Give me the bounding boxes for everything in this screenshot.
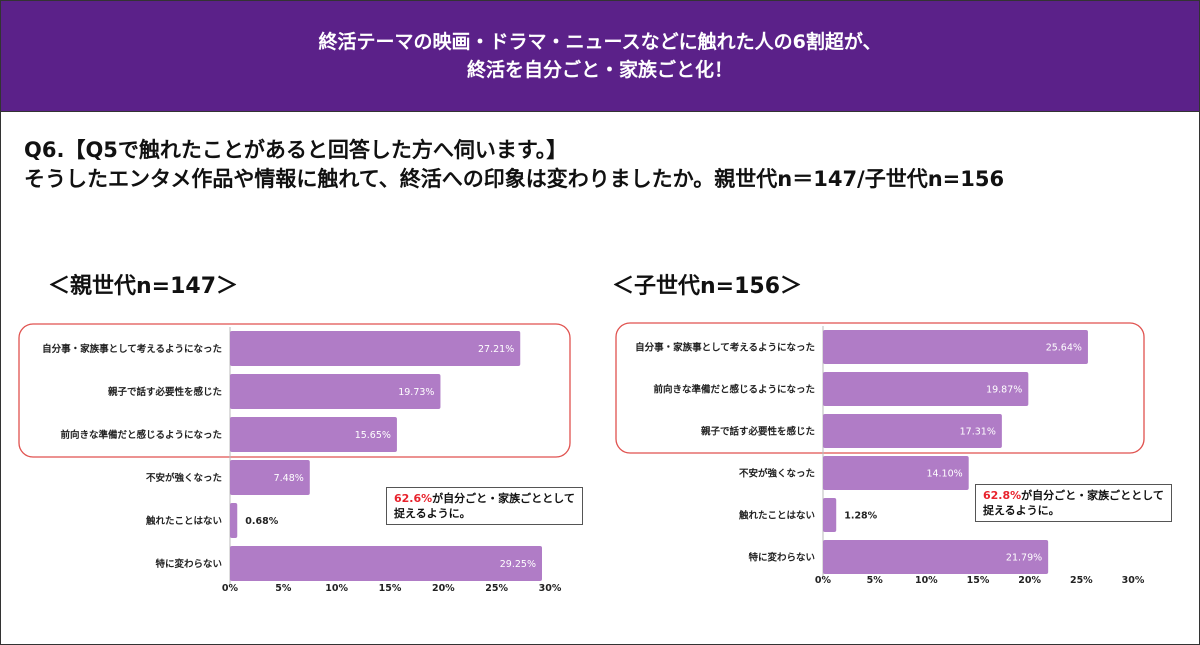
child-value-label: 17.31% xyxy=(960,427,996,438)
child-value-label: 1.28% xyxy=(844,511,877,522)
chart-title-child: ＜子世代n=156＞ xyxy=(612,274,803,299)
note-child-line2: 捉えるように。 xyxy=(983,504,1060,517)
parent-value-label: 29.25% xyxy=(500,559,536,570)
child-bar xyxy=(823,372,1029,406)
child-category-label: 触れたことはない xyxy=(738,510,815,522)
parent-highlight-box xyxy=(18,323,571,458)
note-child-highlight: 62.8% xyxy=(983,489,1022,502)
parent-x-tick-label: 30% xyxy=(539,583,562,594)
child-category-label: 前向きな準備だと感じるようになった xyxy=(653,384,815,396)
parent-category-label: 自分事・家族事として考えるようになった xyxy=(42,343,222,355)
note-parent: 62.6%が自分ごと・家族ごととして 捉えるように。 xyxy=(386,487,583,525)
child-bar xyxy=(823,540,1049,574)
header-banner: 終活テーマの映画・ドラマ・ニュースなどに触れた人の6割超が、 終活を自分ごと・家… xyxy=(1,1,1199,112)
child-x-tick-label: 10% xyxy=(915,575,938,586)
parent-category-label: 特に変わらない xyxy=(155,558,222,570)
note-parent-line1: が自分ごと・家族ごととして xyxy=(432,492,575,505)
header-line-1: 終活テーマの映画・ドラマ・ニュースなどに触れた人の6割超が、 xyxy=(318,31,882,53)
parent-category-label: 前向きな準備だと感じるようになった xyxy=(60,429,222,441)
parent-bar xyxy=(230,417,397,452)
child-category-label: 親子で話す必要性を感じた xyxy=(701,426,815,438)
parent-bar xyxy=(230,374,441,409)
chart-title-parent: ＜親世代n=147＞ xyxy=(48,274,239,299)
parent-x-tick-label: 20% xyxy=(432,583,455,594)
child-category-label: 不安が強くなった xyxy=(739,468,815,480)
parent-category-label: 不安が強くなった xyxy=(146,472,222,484)
parent-value-label: 15.65% xyxy=(355,430,391,441)
header-line-2: 終活を自分ごと・家族ごと化！ xyxy=(466,59,733,81)
parent-value-label: 0.68% xyxy=(245,516,278,527)
note-parent-line2: 捉えるように。 xyxy=(394,507,471,520)
parent-category-label: 触れたことはない xyxy=(145,515,222,527)
parent-value-label: 27.21% xyxy=(478,344,514,355)
question-text: Q6.【Q5で触れたことがあると回答した方へ伺います。】 そうしたエンタメ作品や… xyxy=(24,136,1004,194)
child-category-label: 自分事・家族事として考えるようになった xyxy=(635,342,815,354)
parent-x-tick-label: 15% xyxy=(379,583,402,594)
parent-category-label: 親子で話す必要性を感じた xyxy=(108,386,222,398)
child-category-label: 特に変わらない xyxy=(748,552,815,564)
child-x-tick-label: 20% xyxy=(1018,575,1041,586)
parent-x-tick-label: 25% xyxy=(485,583,508,594)
child-bar xyxy=(823,414,1002,448)
question-line-2: そうしたエンタメ作品や情報に触れて、終活への印象は変わりましたか。親世代n＝14… xyxy=(24,167,1005,191)
note-parent-highlight: 62.6% xyxy=(394,492,433,505)
parent-x-tick-label: 5% xyxy=(275,583,292,594)
note-child-line1: が自分ごと・家族ごととして xyxy=(1021,489,1164,502)
child-bar xyxy=(823,330,1088,364)
parent-bar xyxy=(230,460,310,495)
parent-bar xyxy=(230,503,238,538)
child-x-tick-label: 15% xyxy=(967,575,990,586)
child-x-tick-label: 25% xyxy=(1070,575,1093,586)
parent-value-label: 19.73% xyxy=(398,387,434,398)
child-value-label: 25.64% xyxy=(1046,343,1082,354)
child-value-label: 19.87% xyxy=(986,385,1022,396)
question-line-1: Q6.【Q5で触れたことがあると回答した方へ伺います。】 xyxy=(24,138,568,162)
child-bar xyxy=(823,498,837,532)
note-child: 62.8%が自分ごと・家族ごととして 捉えるように。 xyxy=(975,484,1172,522)
child-bar xyxy=(823,456,969,490)
child-highlight-box xyxy=(615,322,1145,454)
child-value-label: 21.79% xyxy=(1006,553,1042,564)
parent-x-tick-label: 10% xyxy=(325,583,348,594)
parent-bar xyxy=(230,546,542,581)
child-value-label: 14.10% xyxy=(926,469,962,480)
child-x-tick-label: 5% xyxy=(867,575,884,586)
child-x-tick-label: 30% xyxy=(1122,575,1145,586)
child-x-tick-label: 0% xyxy=(815,575,832,586)
parent-x-tick-label: 0% xyxy=(222,583,239,594)
parent-value-label: 7.48% xyxy=(274,473,304,484)
parent-bar xyxy=(230,331,521,366)
